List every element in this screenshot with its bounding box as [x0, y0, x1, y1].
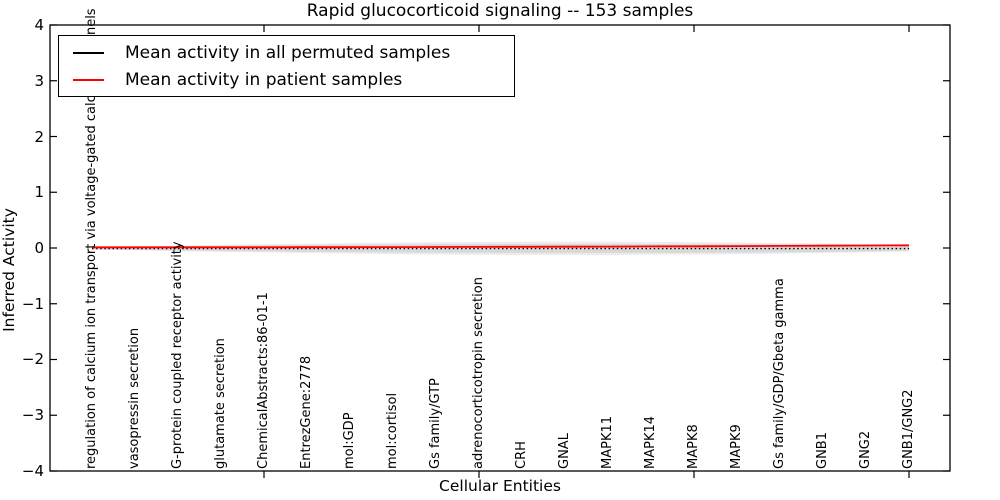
- legend-label: Mean activity in patient samples: [125, 69, 403, 90]
- x-tick-label: MAPK9: [729, 424, 744, 469]
- x-tick-label: adrenocorticotropin secretion: [471, 277, 486, 469]
- legend-line-red: [73, 78, 104, 81]
- x-tick-label: mol:GDP: [342, 412, 357, 469]
- y-tick-label: 3: [34, 72, 44, 90]
- x-tick-label: GNAL: [557, 433, 572, 469]
- x-tick-label: EntrezGene:2778: [299, 355, 314, 469]
- x-tick-label: MAPK14: [643, 415, 658, 469]
- y-tick-label: 0: [34, 239, 44, 257]
- x-tick-label: Gs family/GTP: [428, 378, 443, 469]
- x-tick-label: GNB1: [815, 432, 830, 469]
- x-tick-label: glutamate secretion: [213, 338, 228, 469]
- x-tick-label: MAPK8: [686, 424, 701, 469]
- x-tick-label: GNG2: [858, 430, 873, 469]
- plot-border: [49, 24, 951, 472]
- y-tick-label: −4: [21, 462, 44, 480]
- y-tick-label: 1: [34, 183, 44, 201]
- x-tick-label: vasopressin secretion: [127, 327, 142, 469]
- legend-entry-patient: Mean activity in patient samples: [73, 70, 514, 90]
- y-tick-label: −2: [21, 350, 44, 368]
- x-axis-label: Cellular Entities: [439, 477, 561, 495]
- legend-line-black: [73, 51, 104, 54]
- x-tick-label: G-protein coupled receptor activity: [170, 241, 185, 469]
- y-axis-label: Inferred Activity: [0, 208, 18, 332]
- series-lines: [92, 244, 910, 250]
- x-tick-label: MAPK11: [600, 415, 615, 469]
- x-tick-label: mol:cortisol: [385, 392, 400, 469]
- y-tick-label: 2: [34, 128, 44, 146]
- x-tick-label: CRH: [514, 441, 529, 469]
- chart-title: Rapid glucocorticoid signaling -- 153 sa…: [306, 1, 694, 21]
- legend-entry-permuted: Mean activity in all permuted samples: [73, 43, 514, 63]
- y-tick-label: −3: [21, 406, 44, 424]
- y-tick-label: −1: [21, 295, 44, 313]
- x-tick-label: Gs family/GDP/Gbeta gamma: [772, 278, 787, 469]
- x-tick-label: GNB1/GNG2: [901, 389, 916, 469]
- x-tick-label: ChemicalAbstracts:86-01-1: [256, 292, 271, 469]
- legend-label: Mean activity in all permuted samples: [125, 42, 451, 63]
- legend-box: Mean activity in all permuted samples Me…: [58, 35, 515, 97]
- y-tick-label: 4: [34, 16, 44, 34]
